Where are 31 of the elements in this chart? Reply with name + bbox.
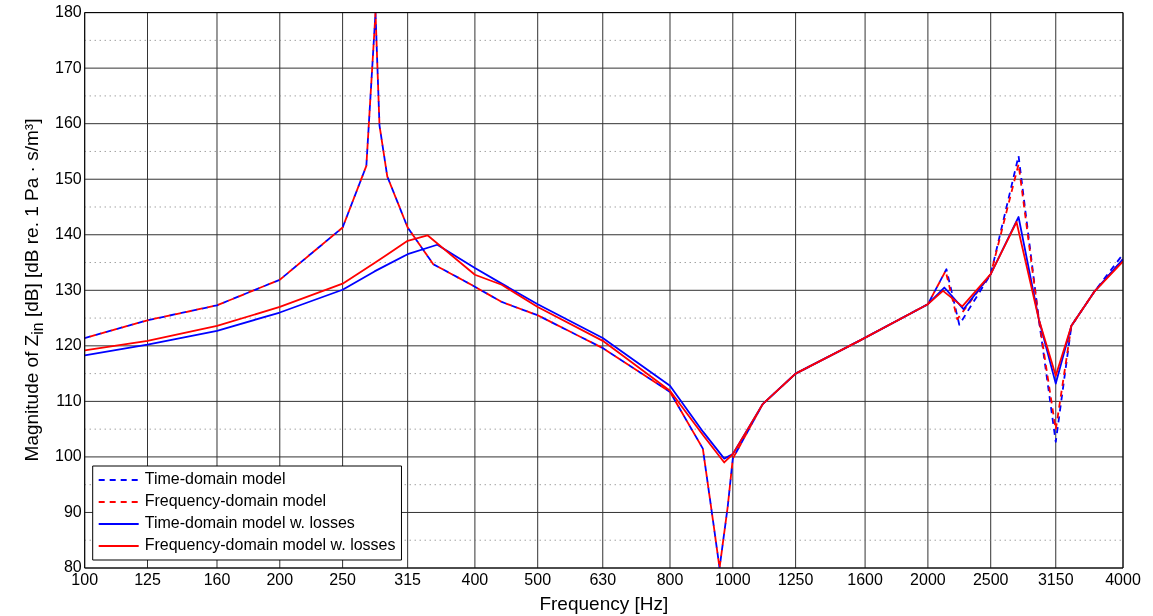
x-tick-label: 400 [461, 571, 489, 589]
x-tick-label: 315 [394, 571, 422, 589]
x-tick-label: 1250 [777, 571, 814, 589]
x-tick-label: 160 [203, 571, 231, 589]
x-tick-label: 2500 [972, 571, 1009, 589]
x-tick-label: 125 [134, 571, 161, 589]
y-tick-label: 180 [54, 3, 82, 21]
y-tick-label: 170 [54, 58, 82, 76]
x-tick-label: 1000 [715, 571, 751, 589]
y-tick-label: 140 [54, 225, 82, 243]
x-tick-label: 1600 [847, 571, 883, 589]
y-tick-label: 130 [54, 280, 82, 298]
y-tick-label: 150 [54, 169, 82, 187]
legend-label: Time-domain model [144, 470, 286, 488]
x-tick-label: 2000 [910, 571, 946, 589]
legend-label: Frequency-domain model w. losses [144, 536, 396, 554]
x-axis-title: Frequency [Hz] [539, 592, 669, 614]
legend-label: Frequency-domain model [144, 492, 327, 510]
y-tick-label: 160 [54, 114, 82, 132]
y-tick-label: 100 [54, 447, 82, 465]
x-tick-label: 800 [656, 571, 684, 589]
x-tick-label: 200 [266, 571, 294, 589]
y-tick-label: 90 [63, 502, 82, 520]
y-tick-label: 110 [56, 391, 82, 409]
x-tick-label: 630 [589, 571, 617, 589]
x-tick-label: 250 [329, 571, 357, 589]
x-tick-label: 4000 [1105, 571, 1141, 589]
y-tick-label: 120 [54, 336, 82, 354]
x-tick-label: 500 [524, 571, 552, 589]
x-tick-label: 3150 [1037, 571, 1074, 589]
legend-label: Time-domain model w. losses [144, 514, 355, 532]
